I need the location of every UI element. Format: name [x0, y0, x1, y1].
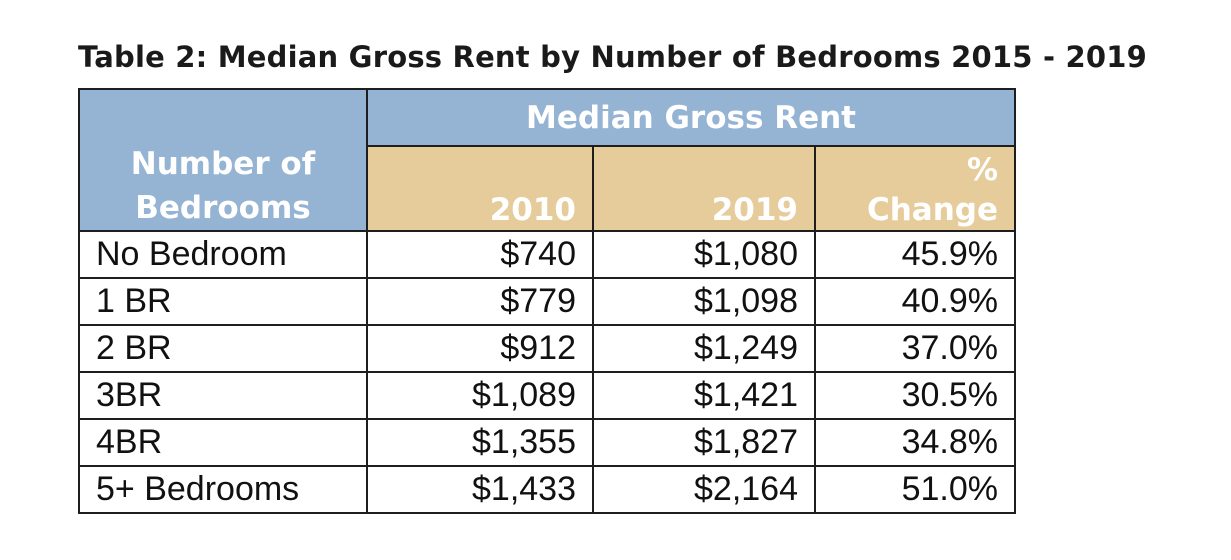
value-2010-cell: $740 [366, 230, 594, 279]
row-label-cell: 5+ Bedrooms [78, 465, 368, 514]
value-2010-cell: $1,355 [366, 418, 594, 467]
table-row: 2 BR $912 $1,249 37.0% [78, 324, 1016, 373]
value-2010-cell: $1,089 [366, 371, 594, 420]
value-2010-cell: $779 [366, 277, 594, 326]
row-label-cell: 4BR [78, 418, 368, 467]
row-label-cell: No Bedroom [78, 230, 368, 279]
header-change-word: Change [866, 192, 998, 228]
value-2019-cell: $2,164 [592, 465, 816, 514]
value-2019-cell: $1,421 [592, 371, 816, 420]
row-label-cell: 3BR [78, 371, 368, 420]
header-percent-symbol: % [966, 152, 998, 188]
table-row: 3BR $1,089 $1,421 30.5% [78, 371, 1016, 420]
header-row-columns: 2010 2019 % Change [79, 145, 1016, 232]
percent-change-cell: 40.9% [814, 277, 1016, 326]
percent-change-cell: 51.0% [814, 465, 1016, 514]
value-2019-cell: $1,080 [592, 230, 816, 279]
table-row: 5+ Bedrooms $1,433 $2,164 51.0% [78, 465, 1016, 514]
header-median-gross-rent: Median Gross Rent [366, 88, 1016, 147]
percent-change-cell: 37.0% [814, 324, 1016, 373]
table-title: Table 2: Median Gross Rent by Number of … [78, 40, 1147, 74]
header-col-percent-change: % Change [814, 145, 1016, 232]
value-2010-cell: $912 [366, 324, 594, 373]
header-col-2010: 2010 [366, 145, 594, 232]
value-2019-cell: $1,249 [592, 324, 816, 373]
percent-change-cell: 34.8% [814, 418, 1016, 467]
header-col-2019: 2019 [592, 145, 816, 232]
table-row: No Bedroom $740 $1,080 45.9% [78, 230, 1016, 279]
value-2010-cell: $1,433 [366, 465, 594, 514]
row-label-cell: 1 BR [78, 277, 368, 326]
median-gross-rent-table: Number of Bedrooms Median Gross Rent 201… [78, 88, 1016, 514]
table-row: 4BR $1,355 $1,827 34.8% [78, 418, 1016, 467]
table-body: No Bedroom $740 $1,080 45.9% 1 BR $779 $1,098 4… [78, 230, 1016, 514]
row-label-cell: 2 BR [78, 324, 368, 373]
percent-change-cell: 30.5% [814, 371, 1016, 420]
table-row: 1 BR $779 $1,098 40.9% [78, 277, 1016, 326]
header-number-of-bedrooms-line2: Bedrooms [135, 190, 311, 226]
header-row-group: Number of Bedrooms Median Gross Rent [78, 88, 1016, 232]
header-number-of-bedrooms: Number of Bedrooms [78, 88, 368, 232]
header-number-of-bedrooms-line1: Number of [130, 146, 316, 182]
value-2019-cell: $1,827 [592, 418, 816, 467]
percent-change-cell: 45.9% [814, 230, 1016, 279]
value-2019-cell: $1,098 [592, 277, 816, 326]
